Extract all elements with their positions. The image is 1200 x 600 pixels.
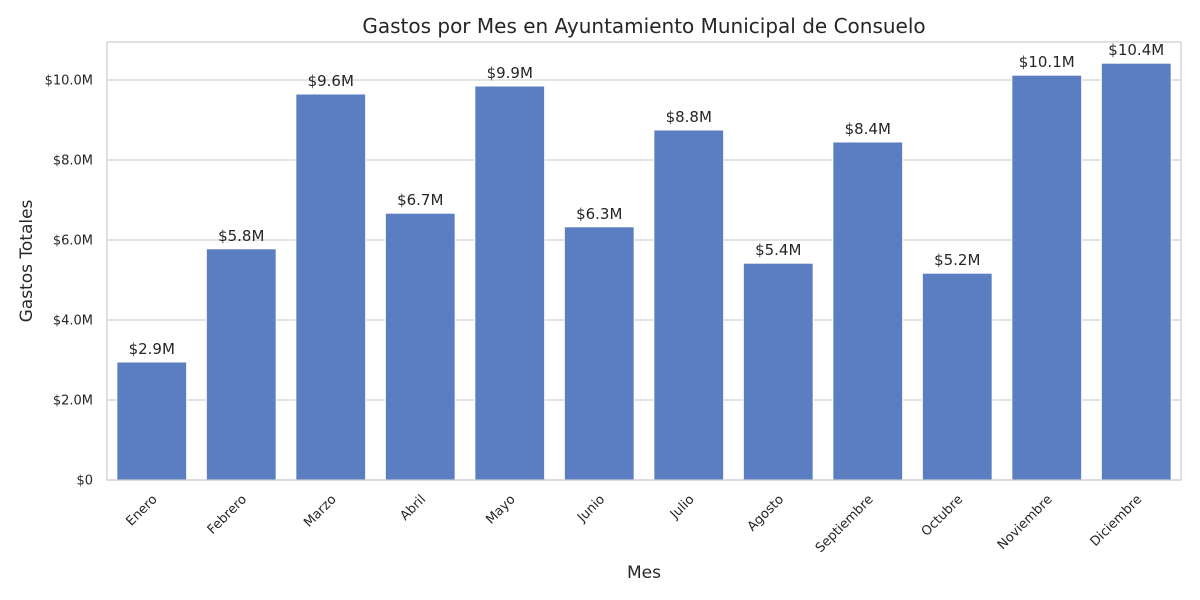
x-tick-label: Noviembre: [995, 492, 1056, 553]
bar-value-label: $9.6M: [308, 72, 354, 90]
bar-mayo: [474, 85, 546, 481]
bar-value-label: $10.1M: [1019, 53, 1075, 71]
x-axis-label: Mes: [627, 563, 661, 583]
bar-value-label: $5.4M: [755, 241, 801, 259]
bars-layer: [116, 62, 1172, 481]
bar-value-label: $5.2M: [934, 251, 980, 269]
bar-value-label: $8.4M: [845, 120, 891, 138]
x-tick-label: Junio: [574, 492, 608, 526]
x-tick-label: Agosto: [745, 492, 787, 534]
x-tick-label: Febrero: [205, 492, 250, 537]
bar-enero: [116, 361, 188, 481]
bar-value-label: $10.4M: [1108, 41, 1164, 59]
bar-julio: [653, 129, 725, 481]
bar-value-label: $5.8M: [218, 227, 264, 245]
chart-title: Gastos por Mes en Ayuntamiento Municipal…: [362, 14, 925, 38]
bar-febrero: [205, 248, 277, 481]
y-tick-label: $8.0M: [53, 154, 93, 169]
y-axis-ticks: $0 $2.0M $4.0M $6.0M $8.0M $10.0M: [45, 74, 93, 489]
bar-value-label: $9.9M: [487, 64, 533, 82]
x-axis-ticks: Enero Febrero Marzo Abril Mayo Junio Julio Agos…: [123, 492, 1145, 556]
bar-noviembre: [1011, 74, 1083, 481]
y-tick-label: $4.0M: [53, 314, 93, 329]
x-tick-label: Julio: [667, 492, 698, 523]
bar-value-label: $6.3M: [576, 205, 622, 223]
x-tick-label: Septiembre: [813, 492, 877, 556]
y-tick-label: $6.0M: [53, 234, 93, 249]
x-tick-label: Enero: [123, 492, 160, 529]
y-tick-label: $10.0M: [45, 74, 93, 89]
bar-junio: [563, 226, 635, 481]
bar-value-label: $8.8M: [666, 108, 712, 126]
bar-labels-layer: $2.9M $5.8M $9.6M $6.7M $9.9M $6.3M $8.8M $5.4M…: [129, 41, 1165, 358]
x-tick-label: Mayo: [483, 492, 518, 527]
x-tick-label: Marzo: [301, 492, 339, 530]
bar-agosto: [742, 262, 814, 481]
y-tick-label: $2.0M: [53, 394, 93, 409]
x-tick-label: Abril: [397, 492, 429, 524]
y-tick-label: $0: [76, 474, 93, 489]
x-tick-label: Diciembre: [1088, 492, 1146, 550]
x-tick-label: Octubre: [919, 492, 966, 539]
bar-diciembre: [1100, 62, 1172, 481]
bar-abril: [384, 212, 456, 481]
bar-octubre: [921, 272, 993, 481]
bar-marzo: [295, 93, 367, 481]
bar-value-label: $6.7M: [397, 191, 443, 209]
bar-septiembre: [832, 141, 904, 481]
bar-value-label: $2.9M: [129, 340, 175, 358]
y-axis-label: Gastos Totales: [17, 199, 37, 322]
plot-frame: [106, 41, 1182, 481]
